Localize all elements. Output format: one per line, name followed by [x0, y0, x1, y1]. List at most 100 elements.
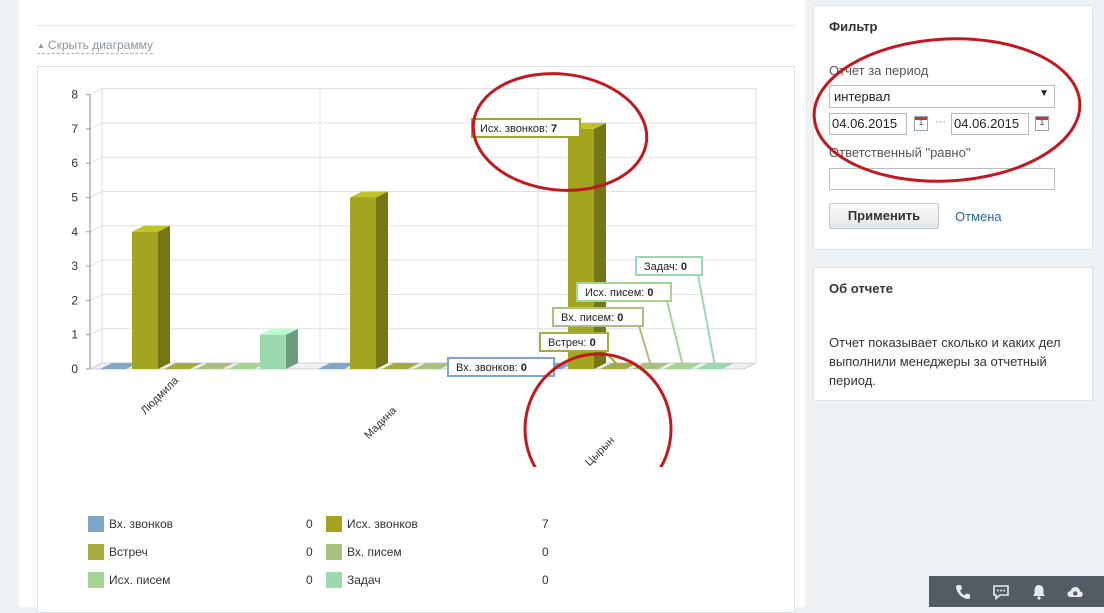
- bar-flat: [414, 363, 452, 369]
- chat-icon[interactable]: [992, 583, 1010, 601]
- gridline-depth: [89, 328, 103, 336]
- hide-chart-link[interactable]: ▲ Скрыть диаграмму: [37, 38, 153, 54]
- tooltip-label: Встреч:: [548, 337, 590, 349]
- bar-top: [132, 225, 170, 232]
- bar-flat: [196, 363, 234, 369]
- calendar-icon[interactable]: 1: [914, 116, 928, 131]
- chart-panel: 012345678ЛюдмилаМадинаЦырынОтветственный…: [37, 66, 795, 613]
- bar: [228, 363, 266, 369]
- phone-icon[interactable]: [954, 583, 972, 601]
- bar-top: [350, 191, 388, 198]
- cloud-sync-icon[interactable]: [1066, 583, 1084, 601]
- bar: [382, 363, 420, 369]
- bar: [100, 363, 138, 369]
- about-text: Отчет показывает сколько и каких дел вып…: [829, 335, 1061, 388]
- tooltip-leader: [666, 300, 684, 367]
- tooltip-text: Встреч: 0: [548, 337, 596, 349]
- x-tick-label: Людмила: [139, 374, 182, 417]
- bell-icon[interactable]: [1030, 583, 1048, 601]
- legend-label: Исх. писем: [109, 573, 171, 587]
- calendar-icon[interactable]: 1: [1035, 116, 1049, 131]
- bar-side: [286, 328, 298, 369]
- tooltip-value: 0: [681, 261, 687, 273]
- bar-flat: [318, 363, 356, 369]
- bar-flat: [382, 363, 420, 369]
- bar-front: [568, 128, 594, 369]
- bar: [260, 328, 298, 369]
- apply-button[interactable]: Применить: [829, 203, 939, 229]
- tooltip-box: [447, 357, 555, 377]
- legend-swatch: [326, 544, 342, 560]
- bar: [164, 363, 202, 369]
- y-tick-label: 5: [71, 191, 78, 205]
- bar-side: [158, 225, 170, 369]
- tooltip-box: [576, 282, 672, 302]
- tooltip-label: Вх. звонков:: [456, 362, 521, 374]
- red-annotation-circle: [523, 352, 673, 467]
- about-panel: Об отчете Отчет показывает сколько и как…: [813, 267, 1093, 401]
- bar-chart: 012345678ЛюдмилаМадинаЦырынОтветственный…: [71, 72, 757, 467]
- gridline-depth: [89, 191, 103, 198]
- divider: [35, 25, 795, 26]
- cancel-link[interactable]: Отмена: [955, 209, 1002, 224]
- tooltip-text: Вх. писем: 0: [561, 312, 623, 324]
- tooltip: Задач: 0: [635, 256, 716, 367]
- red-annotation-circle: [812, 37, 1082, 183]
- y-tick-label: 0: [71, 362, 78, 376]
- tooltip-box: [552, 307, 644, 327]
- period-select[interactable]: интервал ▼: [829, 85, 1055, 108]
- tooltip-leader: [697, 274, 716, 367]
- bar: [196, 363, 234, 369]
- y-tick-label: 1: [71, 328, 78, 342]
- period-select-value: интервал: [834, 89, 891, 104]
- date-from-input[interactable]: 04.06.2015: [829, 113, 907, 135]
- bar-flat: [164, 363, 202, 369]
- gridline-depth: [89, 259, 103, 267]
- gridline-depth: [89, 293, 103, 301]
- bar-front: [350, 197, 376, 369]
- bar-flat: [228, 363, 266, 369]
- tooltip-box: [539, 332, 609, 352]
- tooltip: Встреч: 0: [539, 332, 620, 367]
- y-tick-label: 7: [71, 122, 78, 136]
- bar-front: [132, 231, 158, 369]
- legend-swatch: [326, 572, 342, 588]
- hide-chart-label: Скрыть диаграмму: [47, 38, 153, 52]
- legend-value: 0: [542, 545, 549, 559]
- gridline-depth: [89, 156, 103, 164]
- y-tick-label: 8: [71, 88, 78, 102]
- legend-label: Встреч: [109, 545, 148, 559]
- bar: [318, 363, 356, 369]
- x-tick-label: Цырын: [583, 435, 617, 467]
- gridline-depth: [89, 88, 103, 96]
- legend-value: 0: [306, 573, 313, 587]
- tooltip-text: Задач: 0: [644, 261, 687, 273]
- legend-swatch: [88, 544, 104, 560]
- legend-label: Вх. писем: [347, 545, 402, 559]
- x-tick-label: Мадина: [362, 404, 400, 442]
- gridline-depth: [89, 225, 103, 233]
- tooltip-text: Вх. звонков: 0: [456, 362, 527, 374]
- tooltip-value: 0: [647, 287, 653, 299]
- tooltip-label: Исх. звонков:: [480, 123, 551, 135]
- tooltip: Вх. писем: 0: [552, 307, 652, 367]
- y-tick-label: 4: [71, 225, 78, 239]
- filter-panel: Фильтр Отчет за период интервал ▼ 04.06.…: [812, 5, 1093, 250]
- chevron-down-icon: ▼: [1039, 88, 1049, 99]
- filter-title: Фильтр: [829, 19, 878, 34]
- collapse-arrow-icon: ▲: [37, 41, 45, 50]
- legend-label: Задач: [347, 573, 381, 587]
- tooltip-label: Задач:: [644, 261, 681, 273]
- legend-value: 0: [542, 573, 549, 587]
- legend-label: Исх. звонков: [347, 517, 418, 531]
- tooltip-text: Исх. звонков: 7: [480, 123, 557, 135]
- y-tick-label: 2: [71, 293, 78, 307]
- tooltip-value: 7: [551, 123, 557, 135]
- date-to-input[interactable]: 04.06.2015: [951, 113, 1029, 135]
- bar: [350, 191, 388, 369]
- taskbar: [929, 576, 1104, 607]
- tooltip-label: Вх. писем:: [561, 312, 617, 324]
- tooltip-value: 0: [617, 312, 623, 324]
- tooltip: Вх. звонков: 0: [447, 357, 556, 377]
- bar-side: [376, 191, 388, 369]
